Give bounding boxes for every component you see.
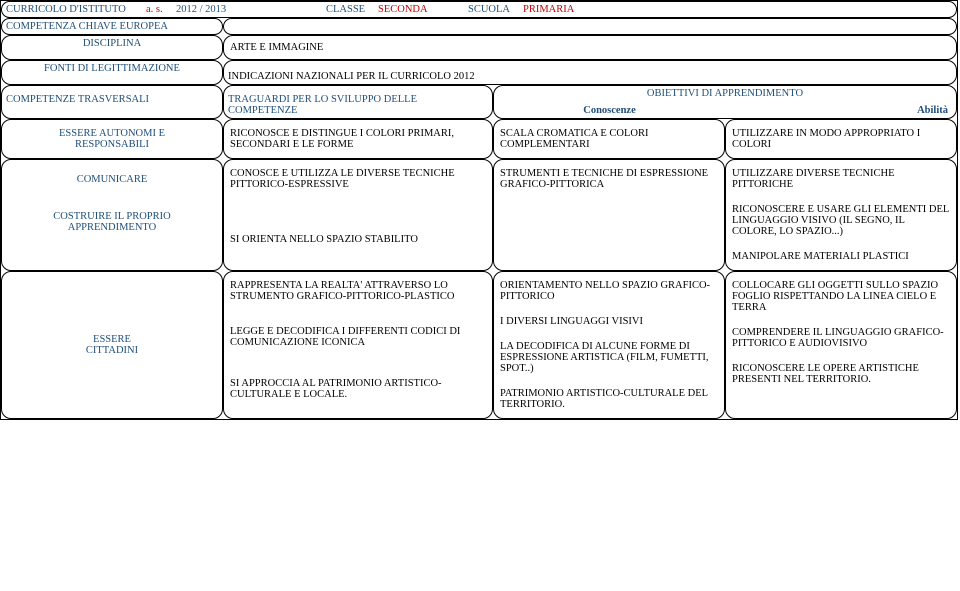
curricolo-label: CURRICOLO D'ISTITUTO [6, 4, 146, 15]
row1-con-0: SCALA CROMATICA E COLORI COMPLEMENTARI [500, 128, 718, 150]
competenze-trasversali-label: COMPETENZE TRASVERSALI [1, 85, 223, 119]
row3-left: ESSERE CITTADINI [1, 271, 223, 419]
row2-left: COMUNICARE COSTRUIRE IL PROPRIO APPRENDI… [1, 159, 223, 271]
scuola-label: SCUOLA [468, 4, 523, 15]
title-bar: CURRICOLO D'ISTITUTO a. s. 2012 / 2013 C… [1, 1, 957, 18]
conoscenze-label: Conoscenze [494, 103, 725, 118]
row2-con-0: STRUMENTI E TECNICHE DI ESPRESSIONE GRAF… [500, 168, 718, 190]
header-row-3: DISCIPLINA ARTE E IMMAGINE [1, 35, 957, 60]
row1-abilita: UTILIZZARE IN MODO APPROPRIATO I COLORI [725, 119, 957, 159]
row1-abi-0: UTILIZZARE IN MODO APPROPRIATO I COLORI [732, 128, 950, 150]
anno: 2012 / 2013 [176, 4, 266, 15]
row1-tra-0: RICONOSCE E DISTINGUE I COLORI PRIMARI, … [230, 128, 486, 150]
row3-tra-0: RAPPRESENTA LA REALTA' ATTRAVERSO LO STR… [230, 280, 486, 302]
row2-tra-1: SI ORIENTA NELLO SPAZIO STABILITO [230, 234, 486, 245]
body-row-2: COMUNICARE COSTRUIRE IL PROPRIO APPRENDI… [1, 159, 957, 271]
header-row-5: COMPETENZE TRASVERSALI TRAGUARDI PER LO … [1, 85, 957, 119]
classe-label: CLASSE [326, 4, 378, 15]
row1-traguardi: RICONOSCE E DISTINGUE I COLORI PRIMARI, … [223, 119, 493, 159]
row1-left: ESSERE AUTONOMI E RESPONSABILI [1, 119, 223, 159]
row3-tra-2: SI APPROCCIA AL PATRIMONIO ARTISTICO-CUL… [230, 378, 486, 400]
row3-con-2: LA DECODIFICA DI ALCUNE FORME DI ESPRESS… [500, 341, 718, 374]
obiettivi-label: OBIETTIVI DI APPRENDIMENTO [494, 86, 956, 103]
fonti-value: INDICAZIONI NAZIONALI PER IL CURRICOLO 2… [223, 60, 957, 85]
row3-abi-1: COMPRENDERE IL LINGUAGGIO GRAFICO-PITTOR… [732, 327, 950, 349]
row2-traguardi: CONOSCE E UTILIZZA LE DIVERSE TECNICHE P… [223, 159, 493, 271]
row3-con-1: I DIVERSI LINGUAGGI VISIVI [500, 316, 718, 327]
abilita-label: Abilità [725, 103, 956, 118]
competenza-chiave-value [223, 18, 957, 35]
disciplina-value: ARTE E IMMAGINE [223, 35, 957, 60]
row2-abilita: UTILIZZARE DIVERSE TECNICHE PITTORICHE R… [725, 159, 957, 271]
row2-left-text: COMUNICARE [77, 174, 148, 185]
row2-conoscenze: STRUMENTI E TECNICHE DI ESPRESSIONE GRAF… [493, 159, 725, 271]
row3-abi-0: COLLOCARE GLI OGGETTI SULLO SPAZIO FOGLI… [732, 280, 950, 313]
row3-con-0: ORIENTAMENTO NELLO SPAZIO GRAFICO-PITTOR… [500, 280, 718, 302]
row3-conoscenze: ORIENTAMENTO NELLO SPAZIO GRAFICO-PITTOR… [493, 271, 725, 419]
anno-prefix: a. s. [146, 4, 176, 15]
row3-left-text: ESSERE CITTADINI [67, 334, 157, 356]
row3-traguardi: RAPPRESENTA LA REALTA' ATTRAVERSO LO STR… [223, 271, 493, 419]
body-row-1: ESSERE AUTONOMI E RESPONSABILI RICONOSCE… [1, 119, 957, 159]
row1-conoscenze: SCALA CROMATICA E COLORI COMPLEMENTARI [493, 119, 725, 159]
competenza-chiave-label: COMPETENZA CHIAVE EUROPEA [1, 18, 223, 35]
scuola-value: PRIMARIA [523, 4, 574, 15]
classe-value: SECONDA [378, 4, 468, 15]
obiettivi-cell: OBIETTIVI DI APPRENDIMENTO Conoscenze Ab… [493, 85, 957, 119]
disciplina-label: DISCIPLINA [1, 35, 223, 60]
body-row-3: ESSERE CITTADINI RAPPRESENTA LA REALTA' … [1, 271, 957, 419]
header-row-1: CURRICOLO D'ISTITUTO a. s. 2012 / 2013 C… [1, 1, 957, 18]
row3-tra-1: LEGGE E DECODIFICA I DIFFERENTI CODICI D… [230, 326, 486, 348]
row2-abi-1: RICONOSCERE E USARE GLI ELEMENTI DEL LIN… [732, 204, 950, 237]
row2-left-text2: COSTRUIRE IL PROPRIO APPRENDIMENTO [52, 211, 172, 233]
row3-abilita: COLLOCARE GLI OGGETTI SULLO SPAZIO FOGLI… [725, 271, 957, 419]
row1-left-text: ESSERE AUTONOMI E RESPONSABILI [57, 128, 167, 150]
header-row-4: FONTI DI LEGITTIMAZIONE INDICAZIONI NAZI… [1, 60, 957, 85]
header-row-2: COMPETENZA CHIAVE EUROPEA [1, 18, 957, 35]
traguardi-label: TRAGUARDI PER LO SVILUPPO DELLE COMPETEN… [223, 85, 493, 119]
row2-abi-2: MANIPOLARE MATERIALI PLASTICI [732, 251, 950, 262]
curriculum-document: CURRICOLO D'ISTITUTO a. s. 2012 / 2013 C… [0, 0, 958, 420]
row3-abi-3: RICONOSCERE LE OPERE ARTISTICHE PRESENTI… [732, 363, 950, 385]
row3-con-3: PATRIMONIO ARTISTICO-CULTURALE DEL TERRI… [500, 388, 718, 410]
fonti-label: FONTI DI LEGITTIMAZIONE [1, 60, 223, 85]
row2-tra-0: CONOSCE E UTILIZZA LE DIVERSE TECNICHE P… [230, 168, 486, 190]
row2-abi-0: UTILIZZARE DIVERSE TECNICHE PITTORICHE [732, 168, 950, 190]
